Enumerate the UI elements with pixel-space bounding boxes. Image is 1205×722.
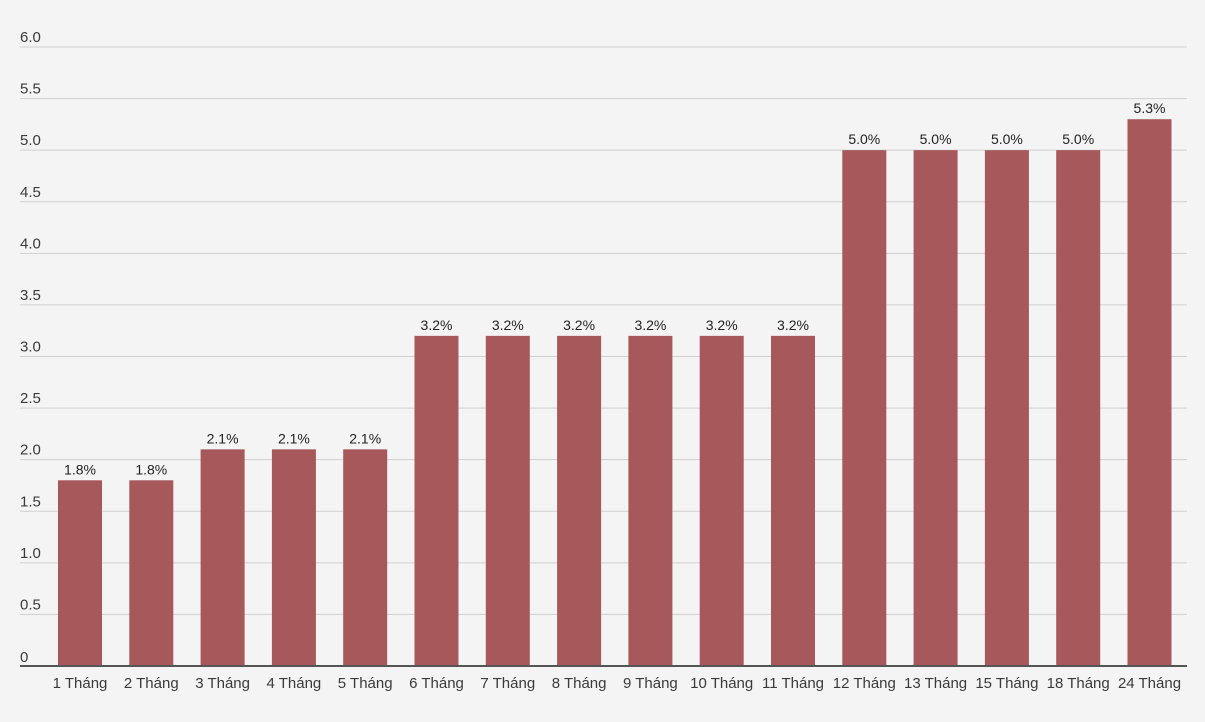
y-tick-label: 5.5 (20, 81, 41, 98)
bar (771, 335, 815, 666)
y-tick-label: 4.5 (20, 184, 41, 201)
bar (343, 449, 388, 666)
bar (628, 335, 673, 666)
data-label: 3.2% (706, 317, 738, 333)
bar (984, 150, 1029, 666)
data-label: 2.1% (349, 430, 381, 446)
data-label: 5.0% (1062, 131, 1094, 147)
bar (414, 335, 459, 666)
bar (1127, 119, 1172, 666)
y-tick-label: 2.5 (20, 390, 41, 407)
data-label: 5.0% (848, 131, 880, 147)
bar (842, 150, 887, 666)
y-tick-label: 3.5 (20, 287, 41, 304)
y-tick-label: 1.5 (20, 493, 41, 510)
data-label: 3.2% (634, 317, 666, 333)
bar (200, 449, 245, 666)
y-tick-label: 5.0 (20, 132, 41, 149)
y-tick-label: 1.0 (20, 545, 41, 562)
data-label: 3.2% (563, 317, 595, 333)
data-label: 3.2% (421, 317, 453, 333)
bar (58, 480, 102, 666)
bar (699, 335, 744, 666)
data-label: 1.8% (135, 461, 167, 477)
x-tick-label: 3 Tháng (195, 675, 250, 692)
x-tick-label: 6 Tháng (409, 675, 464, 692)
x-tick-label: 9 Tháng (623, 675, 678, 692)
y-tick-label: 4.0 (20, 235, 41, 252)
x-tick-label: 13 Tháng (904, 675, 967, 692)
data-label: 5.3% (1134, 100, 1166, 116)
x-tick-label: 18 Tháng (1047, 675, 1110, 692)
bar (557, 335, 602, 666)
bar (129, 480, 174, 666)
data-label: 5.0% (991, 131, 1023, 147)
bar (485, 335, 530, 666)
data-label: 1.8% (64, 461, 96, 477)
x-tick-label: 7 Tháng (480, 675, 535, 692)
y-tick-label: 3.0 (20, 339, 41, 356)
x-tick-label: 2 Tháng (124, 675, 179, 692)
data-label: 3.2% (492, 317, 524, 333)
x-tick-label: 11 Tháng (762, 675, 824, 692)
x-tick-label: 15 Tháng (975, 675, 1038, 692)
x-tick-label: 4 Tháng (267, 675, 322, 692)
bar (271, 449, 316, 666)
y-tick-label: 2.0 (20, 442, 41, 459)
data-label: 3.2% (777, 317, 809, 333)
data-label: 5.0% (920, 131, 952, 147)
y-tick-label: 0.5 (20, 596, 41, 613)
x-tick-label: 5 Tháng (338, 675, 393, 692)
data-label: 2.1% (278, 430, 310, 446)
x-tick-label: 8 Tháng (552, 675, 607, 692)
data-label: 2.1% (207, 430, 239, 446)
bar (913, 150, 958, 666)
y-tick-label: 0 (20, 649, 28, 666)
x-tick-label: 12 Tháng (833, 675, 896, 692)
x-tick-label: 10 Tháng (690, 675, 753, 692)
x-tick-label: 24 Tháng (1118, 675, 1181, 692)
y-tick-label: 6.0 (20, 29, 41, 46)
bar (1056, 150, 1101, 666)
x-tick-label: 1 Tháng (53, 675, 108, 692)
